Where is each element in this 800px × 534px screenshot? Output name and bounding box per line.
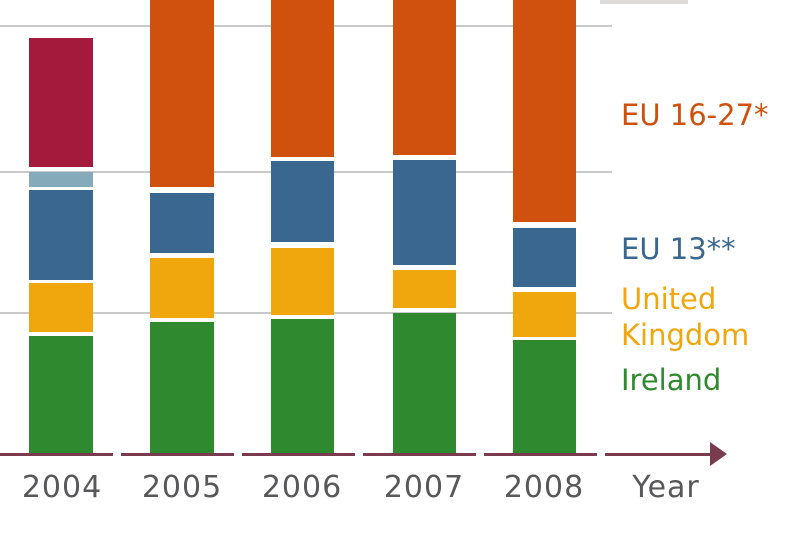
bar-2008-segment-ireland	[513, 340, 576, 454]
legend-label-eu13: EU 13**	[621, 232, 736, 266]
bar-2007-segment-eu-13	[393, 160, 456, 265]
bar-2008-segment-eu-13	[513, 228, 576, 287]
legend-label-ireland: Ireland	[621, 363, 722, 397]
bar-2008-segment-united-kingdom	[513, 292, 576, 337]
x-tick-2004: 2004	[21, 470, 103, 505]
x-axis-arrow-icon	[710, 442, 727, 466]
bar-2008-segment-eu-16-27	[513, 0, 576, 222]
x-tick-2006: 2006	[261, 470, 343, 505]
bar-2004	[29, 0, 93, 534]
x-tick-2007: 2007	[383, 470, 465, 505]
bar-2005-segment-eu-16-27	[150, 0, 214, 187]
legend-label-eu16-27: EU 16-27*	[621, 98, 769, 132]
bar-2006-segment-united-kingdom	[271, 248, 334, 315]
bar-2004-segment-united-kingdom	[29, 283, 93, 332]
bar-2007-segment-ireland	[393, 313, 456, 454]
cropped-artifact	[600, 0, 688, 4]
bar-2007-segment-united-kingdom	[393, 270, 456, 308]
bar-2005-segment-eu-13	[150, 193, 214, 253]
bar-2005-segment-ireland	[150, 322, 214, 454]
bar-2005-segment-united-kingdom	[150, 258, 214, 318]
bar-2006	[271, 0, 334, 534]
legend-label-united-kingdom: United Kingdom	[621, 282, 750, 352]
bar-2007	[393, 0, 456, 534]
bar-2004-segment-unlabeled-crimson	[29, 38, 93, 167]
x-tick-2005: 2005	[141, 470, 223, 505]
bar-2004-segment-eu-13	[29, 190, 93, 280]
bar-2008	[513, 0, 576, 534]
bar-2006-segment-eu-16-27	[271, 0, 334, 157]
x-tick-2008: 2008	[503, 470, 585, 505]
bar-2004-segment-ireland	[29, 336, 93, 454]
bar-2005	[150, 0, 214, 534]
bar-2006-segment-eu-13	[271, 161, 334, 242]
bar-2007-segment-eu-16-27	[393, 0, 456, 155]
x-axis-line	[0, 453, 712, 456]
x-axis-title: Year	[632, 470, 700, 505]
bar-2006-segment-ireland	[271, 319, 334, 454]
bar-2004-segment-unlabeled-lightblue	[29, 172, 93, 187]
